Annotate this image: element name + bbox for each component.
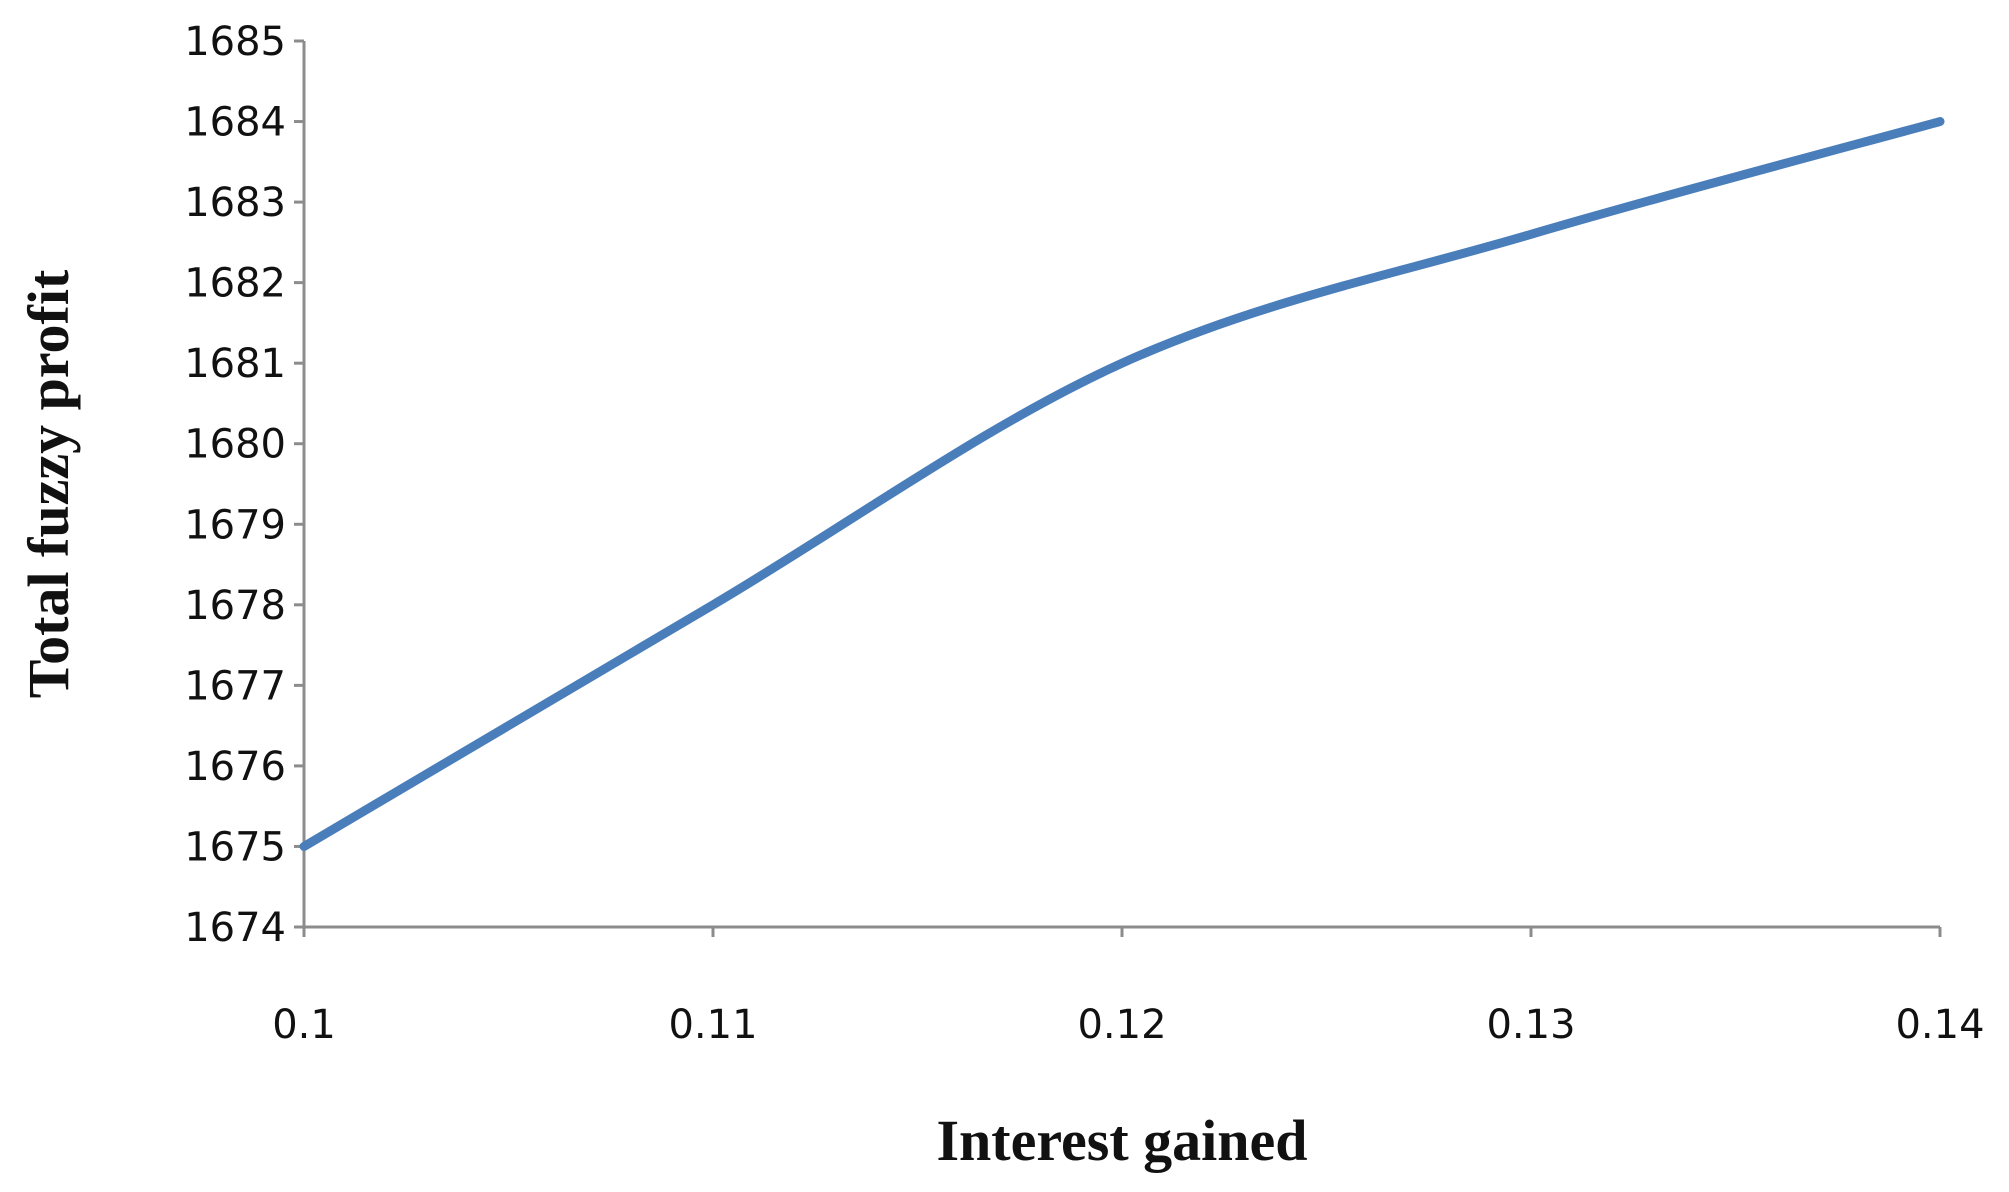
y-tick-label: 1685: [184, 19, 286, 65]
x-tick-label: 0.12: [1077, 1002, 1166, 1048]
y-tick-label: 1679: [184, 502, 286, 548]
y-tick-label: 1684: [184, 100, 286, 146]
x-tick-label: 0.14: [1895, 1002, 1984, 1048]
x-tick-label: 0.11: [668, 1002, 757, 1048]
y-tick-label: 1676: [184, 744, 286, 790]
series-line: [299, 117, 1945, 851]
y-tick-label: 1683: [184, 180, 286, 226]
y-tick-label: 1677: [184, 663, 286, 709]
y-tick-label: 1678: [184, 583, 286, 629]
y-tick-label: 1674: [184, 905, 286, 951]
x-tick-label: 0.1: [272, 1002, 336, 1048]
y-tick-label: 1681: [184, 341, 286, 387]
y-tick-label: 1680: [184, 422, 286, 468]
x-tick-label: 0.13: [1486, 1002, 1575, 1048]
y-axis-title: Total fuzzy profit: [16, 269, 81, 698]
x-axis-title: Interest gained: [936, 1108, 1307, 1173]
y-tick-label: 1675: [184, 824, 286, 870]
y-tick-label: 1682: [184, 261, 286, 307]
